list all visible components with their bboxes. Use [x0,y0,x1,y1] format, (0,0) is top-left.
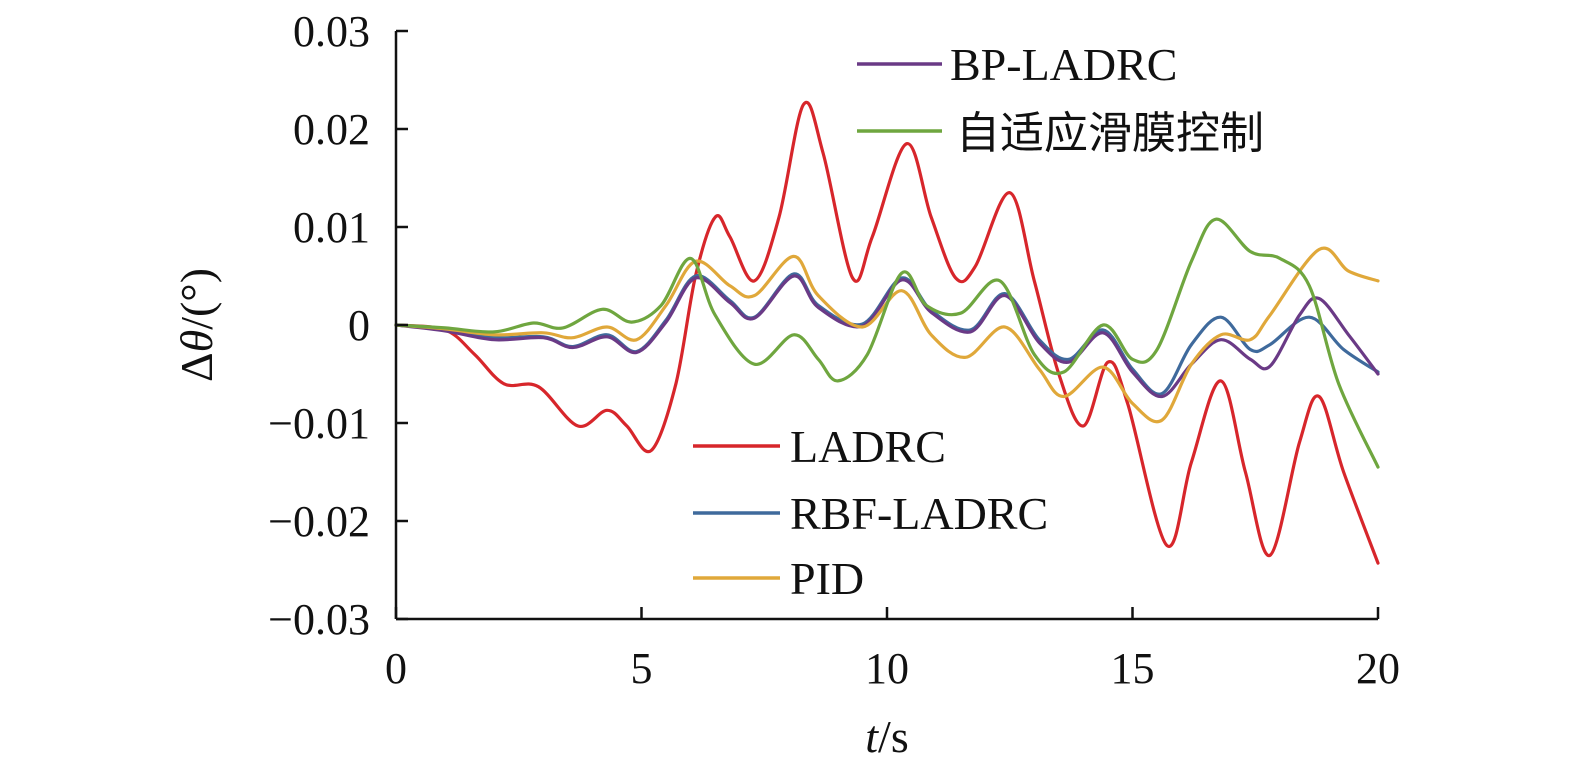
legend-item-bp-ladrc: BP-LADRC [857,39,1177,90]
x-tick-label: 5 [631,644,653,693]
legend-item-rbf-ladrc: RBF-LADRC [693,488,1048,539]
legend-lower: LADRC RBF-LADRC PID [693,421,1048,604]
legend-label-adaptive-sliding-mode: 自适应滑膜控制 [956,108,1264,159]
y-tick-label: −0.01 [268,399,370,448]
series-line-ladrc [394,100,1380,565]
y-tick-label: 0.01 [293,203,370,252]
legend-label-rbf-ladrc: RBF-LADRC [790,488,1048,539]
y-tick-label: 0 [348,301,370,350]
x-tick-label: 10 [865,644,909,693]
y-tick-label: −0.03 [268,595,370,644]
series-layer [394,100,1380,565]
legend-upper: BP-LADRC 自适应滑膜控制 [857,39,1264,159]
x-axis-title: t/s [865,711,908,762]
y-axis-title: Δθ/(°) [171,268,222,382]
y-tick-label: −0.02 [268,497,370,546]
legend-label-bp-ladrc: BP-LADRC [950,39,1177,90]
x-tick-label: 20 [1356,644,1400,693]
series-line-adaptive-sliding-mode [394,217,1380,469]
legend-item-ladrc: LADRC [693,421,946,472]
legend-item-adaptive-sliding-mode: 自适应滑膜控制 [857,108,1264,159]
legend-label-ladrc: LADRC [790,421,946,472]
y-tick-label: 0.02 [293,105,370,154]
ticks-layer: 0 5 10 15 20 0.03 0.02 0.01 0 −0.01 −0.02 −0.03 [268,7,1400,693]
x-tick-label: 0 [385,644,407,693]
legend-label-pid: PID [790,553,864,604]
x-tick-label: 15 [1111,644,1155,693]
legend-item-pid: PID [693,553,864,604]
y-tick-label: 0.03 [293,7,370,56]
series-line-pid [394,246,1380,424]
series-line-bp-ladrc [394,274,1380,399]
